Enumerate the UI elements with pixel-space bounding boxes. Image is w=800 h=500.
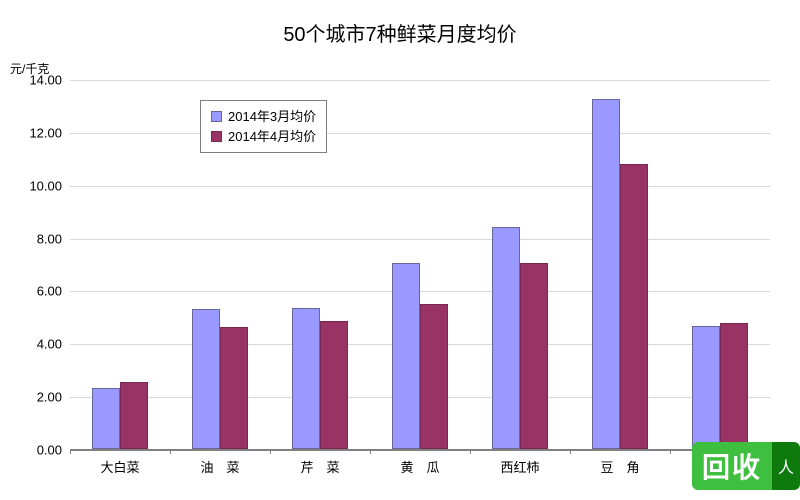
bar (92, 388, 120, 449)
bar (392, 263, 420, 449)
watermark-side: 人 (772, 442, 800, 490)
watermark-badge: 回收 (692, 442, 772, 490)
x-tick-mark (370, 449, 371, 454)
legend-item: 2014年4月均价 (211, 127, 316, 147)
y-tick-label: 12.00 (29, 125, 62, 140)
y-tick-label: 14.00 (29, 73, 62, 88)
y-tick-label: 6.00 (37, 284, 62, 299)
gridline (70, 291, 770, 292)
gridline (70, 186, 770, 187)
y-tick-label: 0.00 (37, 443, 62, 458)
x-tick-mark (270, 449, 271, 454)
y-tick-label: 4.00 (37, 337, 62, 352)
y-tick-label: 2.00 (37, 390, 62, 405)
x-tick-mark (170, 449, 171, 454)
bar (592, 99, 620, 449)
chart-title: 50个城市7种鲜菜月度均价 (0, 18, 800, 47)
legend-swatch (211, 131, 222, 142)
y-tick-label: 10.00 (29, 178, 62, 193)
bar (420, 304, 448, 449)
x-tick-label: 芹 菜 (300, 457, 339, 476)
legend-swatch (211, 111, 222, 122)
legend-label: 2014年4月均价 (228, 127, 316, 147)
watermark-logo: 回收 人 (692, 442, 800, 490)
bar (720, 323, 748, 449)
gridline (70, 80, 770, 81)
x-tick-label: 豆 角 (600, 457, 639, 476)
x-tick-label: 黄 瓜 (400, 457, 439, 476)
bar (692, 326, 720, 449)
x-tick-label: 西红柿 (500, 457, 539, 476)
legend-item: 2014年3月均价 (211, 107, 316, 127)
bar (220, 327, 248, 449)
bar (520, 263, 548, 449)
plot-area: 0.002.004.006.008.0010.0012.0014.00大白菜油 … (70, 80, 770, 450)
bar (620, 164, 648, 449)
gridline (70, 450, 770, 451)
x-tick-mark (570, 449, 571, 454)
x-tick-mark (470, 449, 471, 454)
x-tick-label: 大白菜 (100, 457, 139, 476)
x-tick-label: 油 菜 (200, 457, 239, 476)
bar (120, 382, 148, 449)
bar (292, 308, 320, 449)
y-tick-label: 8.00 (37, 231, 62, 246)
legend: 2014年3月均价2014年4月均价 (200, 100, 327, 153)
legend-label: 2014年3月均价 (228, 107, 316, 127)
bar (320, 321, 348, 449)
gridline (70, 239, 770, 240)
x-tick-mark (670, 449, 671, 454)
bar (192, 309, 220, 449)
x-tick-mark (70, 449, 71, 454)
bar (492, 227, 520, 449)
gridline (70, 133, 770, 134)
chart-container: 50个城市7种鲜菜月度均价 元/千克 0.002.004.006.008.001… (0, 0, 800, 500)
